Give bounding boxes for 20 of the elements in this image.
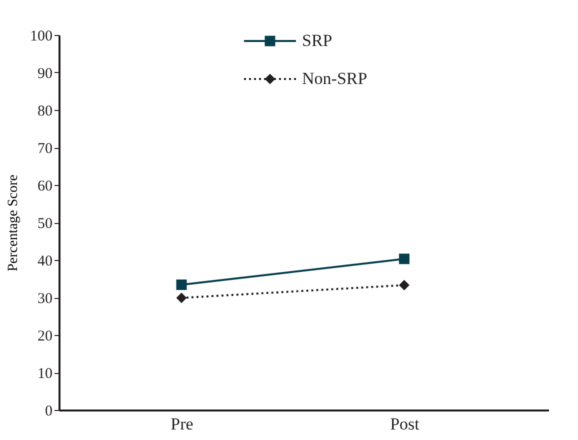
y-tick-label: 90: [38, 66, 52, 82]
y-tick-label: 60: [38, 178, 52, 194]
y-tick-label: 0: [45, 404, 52, 420]
y-axis-title: Percentage Score: [6, 174, 21, 272]
x-tick-label: Post: [390, 414, 420, 434]
point: [398, 280, 410, 290]
y-tick-label: 80: [38, 104, 52, 120]
y-tick-label: 50: [38, 216, 52, 232]
legend-label: Non-SRP: [302, 69, 368, 88]
y-tick-label: 10: [38, 366, 52, 382]
point: [176, 280, 187, 290]
y-tick-label: 70: [38, 141, 52, 157]
point: [398, 254, 410, 264]
y-tick-label: 100: [30, 28, 52, 44]
y-tick-label: 20: [38, 328, 52, 344]
x-tick-label: Pre: [170, 414, 194, 434]
point: [176, 292, 187, 304]
legend-label: SRP: [302, 31, 332, 50]
y-tick-label: 40: [38, 254, 52, 270]
y-tick-label: 30: [38, 291, 52, 307]
